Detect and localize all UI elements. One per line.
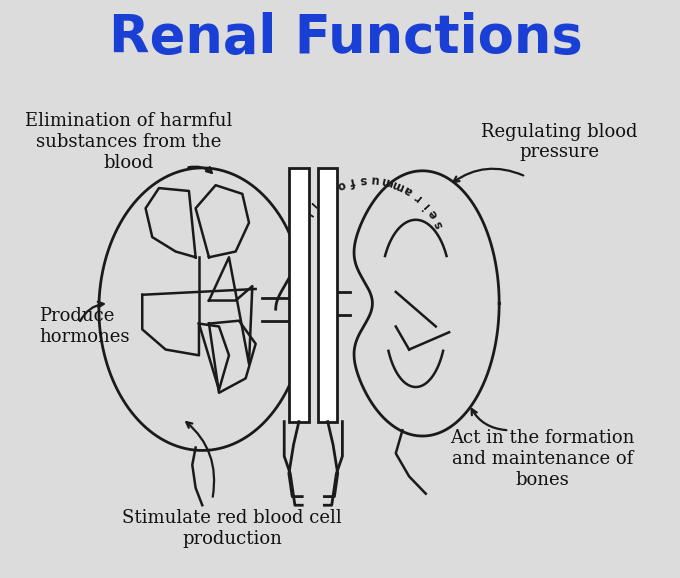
Text: n: n [313, 189, 328, 205]
Bar [318, 168, 337, 421]
Text: k: k [298, 207, 313, 221]
Text: o: o [335, 177, 347, 192]
Text: i: i [306, 199, 318, 210]
Text: m: m [379, 173, 394, 189]
Text: i: i [420, 199, 432, 210]
Text: f: f [347, 175, 356, 188]
Text: s: s [431, 218, 446, 230]
Text: Renal Functions: Renal Functions [109, 12, 583, 64]
Text: s: s [359, 173, 367, 186]
Text: Regulating blood
pressure: Regulating blood pressure [481, 123, 637, 161]
Text: m: m [390, 176, 405, 193]
Text: g: g [324, 182, 337, 198]
Text: @: @ [291, 216, 308, 232]
Text: e: e [425, 207, 441, 221]
Text: Produce
hormones: Produce hormones [39, 307, 129, 346]
Text: u: u [371, 173, 379, 186]
Text: Elimination of harmful
substances from the
blood: Elimination of harmful substances from t… [25, 112, 233, 172]
Text: Stimulate red blood cell
production: Stimulate red blood cell production [122, 509, 342, 548]
Bar [289, 168, 309, 421]
Text: r: r [411, 190, 424, 203]
Text: Act in the formation
and maintenance of
bones: Act in the formation and maintenance of … [450, 429, 634, 489]
Text: a: a [401, 182, 415, 198]
